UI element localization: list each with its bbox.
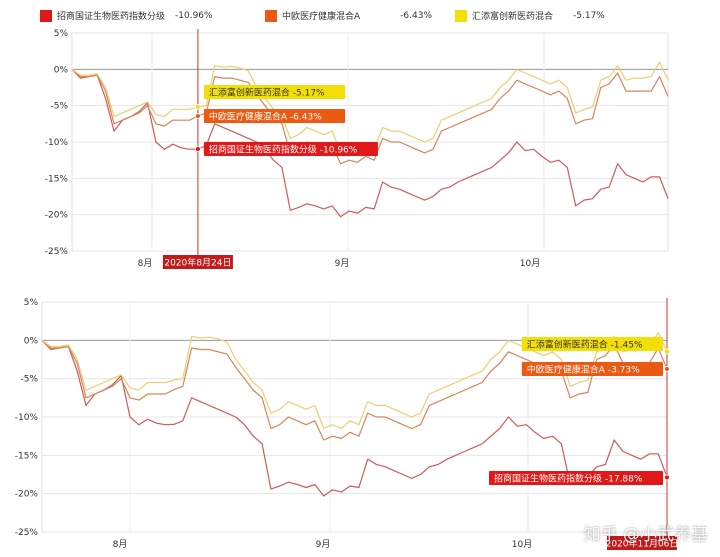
tooltip-tag: [203, 109, 346, 123]
series-line[interactable]: [71, 61, 669, 154]
crosshair-date-label: 2020年11月06日: [606, 538, 679, 550]
y-tick-label: -15%: [15, 451, 39, 461]
point-marker: [664, 366, 670, 372]
y-tick-label: -5%: [20, 375, 38, 385]
crosshair-date-label: 2020年8月24日: [164, 257, 231, 269]
x-tick-label: 8月: [138, 258, 153, 269]
legend-item[interactable]: 中欧医疗健康混合A -6.43%: [265, 9, 432, 22]
y-tick-label: -5%: [50, 102, 68, 112]
tooltip-tag: [203, 85, 346, 99]
point-marker: [195, 146, 201, 152]
y-tick-label: -25%: [45, 247, 69, 257]
chart-bottom[interactable]: 5% 0% -5% -10% -15% -20% -25% 8月 9月 10月 2020年11月06…: [0, 295, 720, 557]
tooltip-tag-text: 招商国证生物医药指数分级 -10.96%: [209, 144, 358, 156]
point-marker: [195, 104, 201, 110]
series-line[interactable]: [41, 339, 668, 497]
y-tick-label: -15%: [45, 174, 69, 184]
tooltip-tag-text: 汇添富创新医药混合 -1.45%: [527, 339, 643, 351]
series-line[interactable]: [71, 68, 669, 165]
y-tick-label: 0%: [54, 65, 69, 75]
legend-value: -5.17%: [573, 10, 605, 21]
tooltip-tag: [489, 471, 663, 485]
x-tick-label: 10月: [520, 258, 540, 269]
x-tick-label: 8月: [113, 539, 128, 550]
tooltip-tag: [203, 142, 378, 156]
legend-swatch: [265, 9, 277, 22]
y-tick-label: -20%: [45, 211, 69, 221]
chart-top[interactable]: 5% 0% -5% -10% -15% -20% -25% 8月 9月 10月 2020年8月24日…: [0, 25, 720, 275]
tooltip-tag-text: 汇添富创新医药混合 -5.17%: [209, 87, 325, 99]
chart-legend: 招商国证生物医药指数分级 -10.96% 中欧医疗健康混合A -6.43% 汇添…: [0, 0, 720, 30]
x-tick-label: 9月: [335, 258, 350, 269]
tooltip-tag: [521, 337, 663, 351]
y-tick-label: -25%: [15, 528, 39, 538]
tooltip-tag: [521, 362, 663, 376]
tooltip-tag-text: 中欧医疗健康混合A -3.73%: [527, 364, 640, 376]
y-tick-label: 5%: [24, 298, 39, 308]
crosshair-date-badge: [162, 255, 233, 269]
x-tick-label: 10月: [512, 539, 532, 550]
legend-name: 汇添富创新医药混合: [472, 12, 554, 22]
legend-value: -6.43%: [400, 10, 433, 21]
crosshair-date-badge: [607, 536, 677, 550]
legend-item[interactable]: 招商国证生物医药指数分级 -10.96%: [40, 9, 213, 22]
y-tick-label: -20%: [15, 490, 39, 500]
legend-name: 中欧医疗健康混合A: [282, 12, 361, 22]
point-marker: [664, 474, 670, 481]
point-marker: [195, 113, 201, 119]
legend-swatch: [455, 9, 467, 22]
y-tick-label: 5%: [54, 29, 69, 39]
y-tick-label: 0%: [24, 336, 39, 346]
watermark: 知乎 @小武养基: [583, 525, 708, 545]
y-tick-label: -10%: [15, 413, 39, 423]
legend-name: 招商国证生物医药指数分级: [57, 12, 166, 22]
series-line[interactable]: [41, 339, 668, 441]
y-tick-label: -10%: [45, 138, 69, 148]
series-line[interactable]: [71, 68, 669, 218]
x-tick-label: 9月: [316, 539, 331, 550]
tooltip-tag-text: 招商国证生物医药指数分级 -17.88%: [494, 473, 643, 485]
tooltip-tag-text: 中欧医疗健康混合A -6.43%: [209, 111, 322, 123]
legend-swatch: [40, 9, 52, 22]
legend-value: -10.96%: [175, 10, 213, 21]
point-marker: [664, 348, 670, 355]
legend-item[interactable]: 汇添富创新医药混合 -5.17%: [455, 9, 605, 22]
